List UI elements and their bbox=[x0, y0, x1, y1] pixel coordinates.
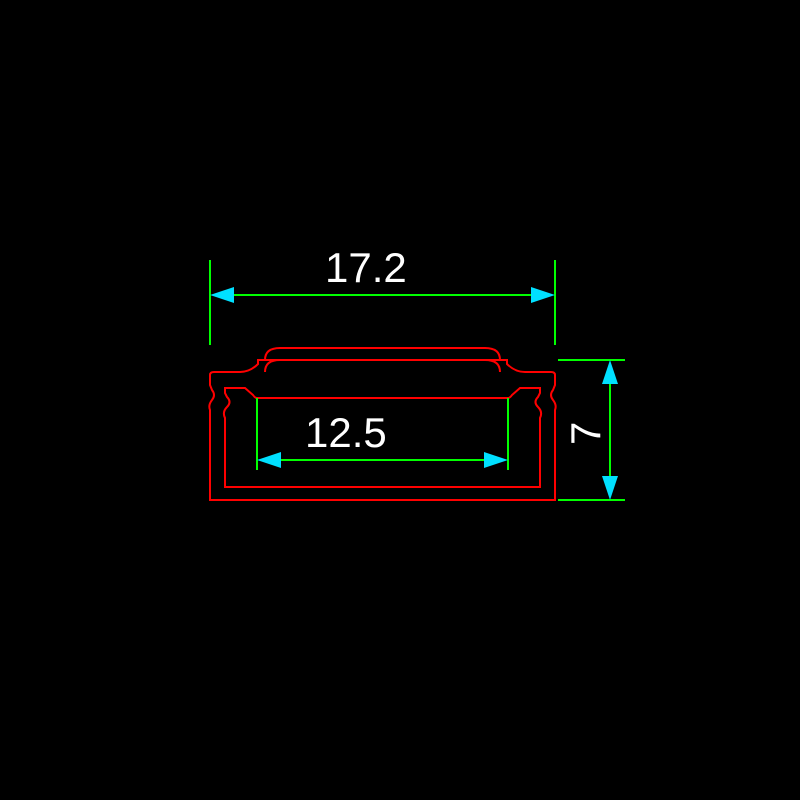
dim-inner-width: 12.5 bbox=[257, 409, 508, 468]
dim-outer-width: 17.2 bbox=[210, 244, 555, 303]
dim-outer-width-value: 17.2 bbox=[325, 244, 407, 291]
dim-height-value: 7 bbox=[562, 422, 609, 445]
dim-height: 7 bbox=[562, 360, 618, 500]
dim-inner-width-value: 12.5 bbox=[305, 409, 387, 456]
cad-drawing: 17.2 12.5 7 bbox=[0, 0, 800, 800]
